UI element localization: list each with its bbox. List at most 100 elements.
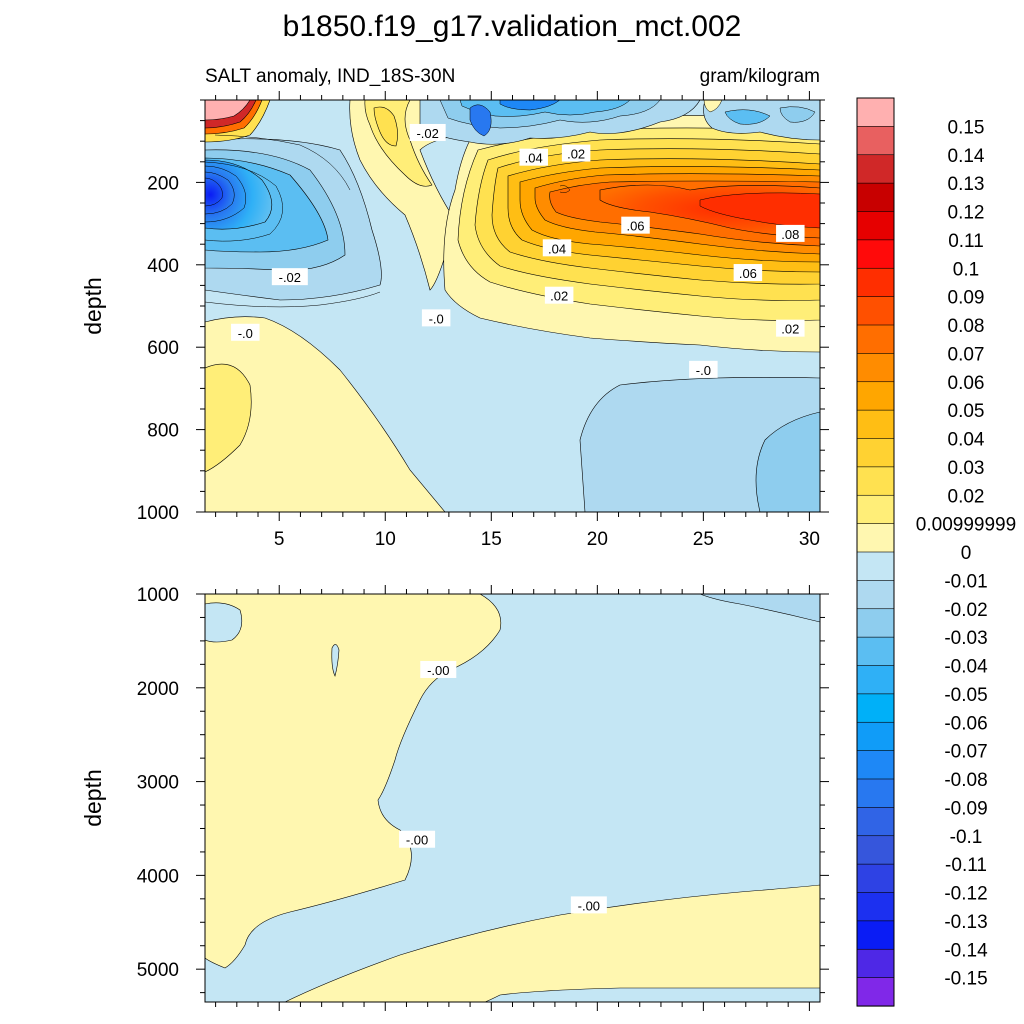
upper-contour-labels: -.02 .04 .02 .06 .04 .08 -.02 .06 .02 -.0 .02 -.0 -.…	[231, 123, 805, 378]
x-tick-label: 30	[799, 529, 820, 550]
contour-label-text: -.00	[427, 663, 449, 678]
y-tick-label: 400	[147, 256, 179, 277]
contour-label-text: .02	[550, 289, 568, 304]
contour-label: -.0	[231, 323, 260, 341]
contour-label-bg	[776, 319, 805, 337]
colorbar-swatch	[856, 721, 895, 752]
colorbar-swatch	[856, 778, 895, 808]
colorbar-tick-label: 0.07	[948, 344, 985, 365]
colorbar-swatch	[856, 211, 895, 241]
contour-label-bg	[570, 896, 607, 914]
contour-label-bg	[544, 286, 574, 304]
fill-band	[205, 594, 502, 969]
colorbar-tick-label: -0.05	[944, 685, 987, 706]
lower-x-ticks	[215, 585, 810, 1011]
y-tick-label: 5000	[137, 960, 179, 981]
x-tick-label: 10	[375, 529, 396, 550]
colorbar-swatch	[856, 892, 895, 922]
contour-label: -.00	[399, 830, 436, 848]
colorbar-tick-label: -0.08	[944, 770, 987, 791]
fill-band	[205, 602, 243, 643]
upper-y-axis-label: depth	[80, 277, 106, 335]
subtitle-left: SALT anomaly, IND_18S-30N	[205, 66, 455, 87]
lower-contour-labels: -.00 -.00 -.00	[399, 660, 607, 914]
colorbar-swatch	[856, 636, 895, 667]
colorbar-tick-label: 0.05	[948, 401, 985, 422]
upper-contour-lines	[205, 134, 571, 308]
contour-label-bg	[519, 148, 548, 166]
colorbar-swatch	[856, 324, 895, 354]
contour-label-text: .04	[525, 151, 543, 166]
colorbar-swatch	[856, 920, 895, 950]
colorbar-tick-label: 0.13	[948, 174, 985, 195]
fill-band	[205, 159, 273, 230]
upper-contour-lines	[205, 161, 283, 242]
contour-label-bg	[776, 224, 805, 242]
contour-label: -.02	[271, 268, 308, 286]
contour-label-bg	[733, 264, 763, 282]
colorbar-tick-label: -0.09	[944, 798, 987, 819]
contour-label: -.00	[570, 896, 607, 914]
colorbar-tick-label: -0.07	[944, 742, 987, 763]
colorbar-swatch	[856, 409, 895, 440]
colorbar-swatch	[856, 381, 895, 411]
contour-label: .08	[776, 224, 805, 242]
fill-band	[703, 100, 723, 113]
contour-label: .04	[519, 148, 548, 166]
contour-label-text: .06	[626, 219, 644, 234]
contour-label-text: -.0	[696, 363, 711, 378]
fill-band	[373, 106, 398, 147]
colorbar-tick-label: -0.11	[945, 855, 987, 876]
colorbar-tick-label: 0.02	[948, 486, 985, 507]
colorbar-swatch	[856, 296, 895, 326]
colorbar-swatch	[856, 353, 895, 383]
contour-label: -.00	[420, 660, 457, 678]
colorbar-tick-label: -0.02	[944, 600, 987, 621]
contour-label-text: .08	[781, 227, 799, 242]
colorbar-swatch	[856, 551, 895, 581]
contour-label: -.0	[421, 309, 451, 327]
colorbar-swatch	[856, 438, 895, 468]
colorbar-swatch	[856, 948, 895, 979]
x-tick-label: 25	[693, 529, 714, 550]
contour-label-bg	[689, 360, 718, 378]
contour-label-bg	[271, 268, 308, 286]
contour-label-text: .06	[739, 266, 757, 281]
colorbar-tick-label: 0	[961, 543, 972, 564]
colorbar-tick-label: 0.04	[948, 430, 985, 451]
x-tick-label: 20	[587, 529, 608, 550]
contour-label: -.0	[689, 360, 718, 378]
contour-label-bg	[420, 660, 457, 678]
colorbar-tick-label: -0.1	[950, 827, 983, 848]
contour-label-bg	[542, 239, 572, 257]
colorbar-swatch	[856, 807, 895, 837]
lower-y-ticks: 1000 2000 3000 4000 5000	[137, 585, 829, 994]
contour-label-text: .02	[781, 322, 799, 337]
x-tick-label: 5	[274, 529, 285, 550]
colorbar-swatch	[856, 580, 895, 610]
colorbar-swatch	[856, 466, 895, 496]
colorbar-swatch	[856, 665, 895, 695]
colorbar-swatch	[856, 97, 895, 127]
y-tick-label: 2000	[137, 679, 179, 700]
contour-label-bg	[231, 323, 260, 341]
colorbar-tick-label: -0.15	[944, 969, 987, 990]
colorbar-tick-label: -0.04	[944, 657, 988, 678]
contour-label-text: .04	[548, 241, 566, 256]
fill-band	[205, 100, 251, 121]
colorbar-swatch	[856, 126, 895, 156]
y-tick-label: 800	[147, 421, 179, 442]
fill-band	[331, 644, 340, 677]
y-tick-label: 600	[147, 338, 179, 359]
contour-label: .02	[544, 286, 574, 304]
subtitle-right: gram/kilogram	[700, 66, 820, 87]
chart-title: b1850.f19_g17.validation_mct.002	[283, 10, 742, 43]
colorbar-tick-label: -0.14	[944, 940, 988, 961]
contour-label-text: -.02	[416, 126, 438, 141]
colorbar-tick-label: 0.1	[953, 259, 979, 280]
upper-x-ticks: 5 10 15 20 25 30	[215, 91, 820, 550]
colorbar-swatch	[856, 693, 895, 723]
contour-label-bg	[621, 216, 650, 234]
colorbar-swatch	[856, 239, 895, 269]
